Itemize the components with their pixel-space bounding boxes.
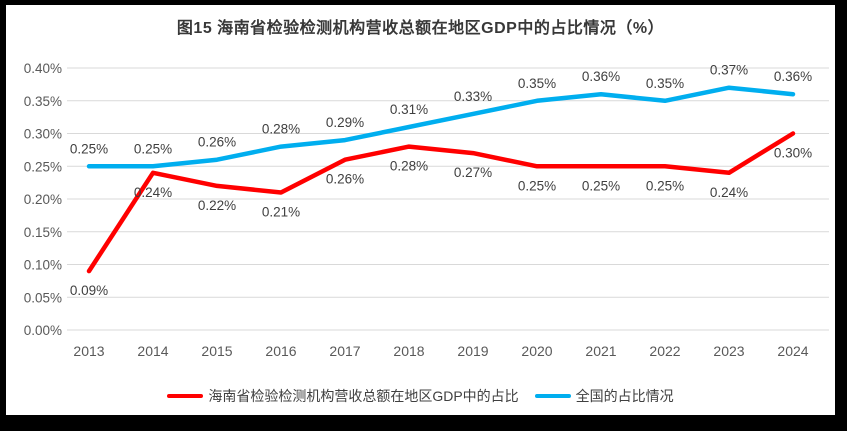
x-tick-label: 2016	[265, 343, 296, 359]
y-tick-label: 0.15%	[24, 225, 62, 240]
data-label: 0.24%	[710, 185, 748, 200]
legend-label-national: 全国的占比情况	[575, 388, 674, 404]
y-axis-tick-labels: 0.00% 0.05% 0.10% 0.15% 0.20% 0.25% 0.30% 0.35%…	[24, 61, 62, 338]
y-tick-label: 0.25%	[24, 159, 62, 174]
gridlines	[67, 67, 829, 331]
legend-item-national: 全国的占比情况	[534, 386, 674, 406]
y-tick-label: 0.10%	[24, 258, 62, 273]
blue-line-swatch	[534, 394, 571, 398]
data-label: 0.25%	[582, 178, 620, 193]
data-label: 0.28%	[262, 122, 300, 137]
data-label: 0.26%	[198, 135, 236, 150]
legend-item-hainan: 海南省检验检测机构营收总额在地区GDP中的占比	[167, 386, 519, 406]
x-tick-label: 2023	[713, 343, 744, 359]
data-label: 0.35%	[518, 76, 556, 91]
x-tick-label: 2014	[137, 343, 168, 359]
legend-label-hainan: 海南省检验检测机构营收总额在地区GDP中的占比	[208, 388, 519, 404]
data-label: 0.30%	[774, 146, 812, 161]
line-chart-plot: 0.00% 0.05% 0.10% 0.15% 0.20% 0.25% 0.30% 0.35%…	[24, 61, 829, 359]
x-tick-label: 2021	[585, 343, 616, 359]
series-labels-1: 0.25% 0.25% 0.26% 0.28% 0.29% 0.31% 0.33% 0.35%…	[70, 63, 812, 157]
x-tick-label: 2018	[393, 343, 424, 359]
x-tick-label: 2019	[457, 343, 488, 359]
x-tick-label: 2022	[649, 343, 680, 359]
data-label: 0.24%	[134, 185, 172, 200]
data-label: 0.27%	[454, 165, 492, 180]
chart-title: 图15 海南省检验检测机构营收总额在地区GDP中的占比情况（%）	[176, 20, 665, 37]
series-line-1	[86, 85, 796, 169]
data-label: 0.21%	[262, 204, 300, 219]
y-tick-label: 0.30%	[24, 127, 62, 142]
x-tick-label: 2013	[73, 343, 104, 359]
y-tick-label: 0.35%	[24, 94, 62, 109]
x-tick-label: 2017	[329, 343, 360, 359]
data-label: 0.25%	[646, 178, 684, 193]
data-label: 0.29%	[326, 115, 364, 130]
y-tick-label: 0.05%	[24, 290, 62, 305]
series-line-0	[86, 131, 796, 274]
data-label: 0.36%	[774, 69, 812, 84]
x-tick-label: 2015	[201, 343, 232, 359]
data-label: 0.35%	[646, 76, 684, 91]
chart-canvas: 图15 海南省检验检测机构营收总额在地区GDP中的占比情况（%） 0.00% 0.…	[6, 5, 835, 415]
data-label: 0.33%	[454, 89, 492, 104]
x-tick-label: 2020	[521, 343, 552, 359]
series-labels-0: 0.09% 0.24% 0.22% 0.21% 0.26% 0.28% 0.27% 0.25%…	[70, 146, 812, 299]
data-label: 0.26%	[326, 172, 364, 187]
data-label: 0.25%	[70, 141, 108, 156]
red-line-swatch	[167, 394, 204, 398]
x-axis-tick-labels: 2013 2014 2015 2016 2017 2018 2019 2020 2021 2022…	[73, 343, 808, 359]
chart-legend: 海南省检验检测机构营收总额在地区GDP中的占比 全国的占比情况	[6, 386, 835, 406]
data-label: 0.25%	[134, 141, 172, 156]
data-label: 0.37%	[710, 63, 748, 78]
y-tick-label: 0.20%	[24, 192, 62, 207]
data-label: 0.28%	[390, 159, 428, 174]
y-tick-label: 0.00%	[24, 323, 62, 338]
y-tick-label: 0.40%	[24, 61, 62, 76]
x-tick-label: 2024	[777, 343, 808, 359]
data-label: 0.22%	[198, 198, 236, 213]
data-label: 0.36%	[582, 69, 620, 84]
data-label: 0.31%	[390, 102, 428, 117]
data-label: 0.25%	[518, 178, 556, 193]
data-label: 0.09%	[70, 283, 108, 298]
